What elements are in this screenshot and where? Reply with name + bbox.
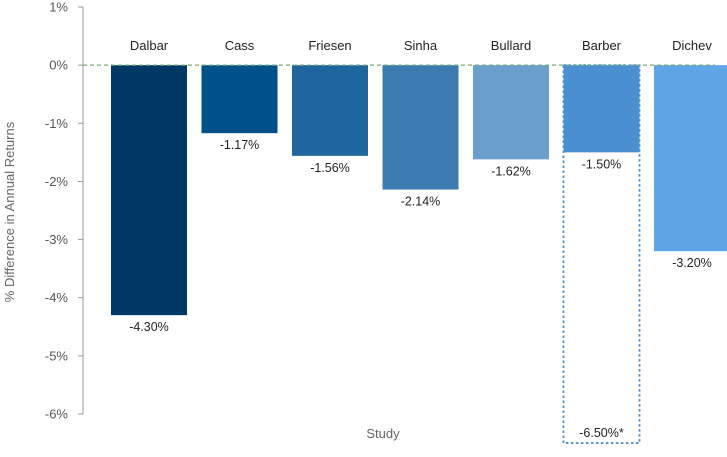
bar-sinha: [382, 65, 459, 190]
category-label: Dichev: [672, 38, 712, 53]
data-label: -4.30%: [129, 320, 169, 334]
data-label: -3.20%: [672, 256, 712, 270]
y-axis: 1% 0% -1% -2% -3% -4% -5% -6%: [45, 0, 84, 422]
y-tick-label: -6%: [45, 407, 69, 422]
category-label: Barber: [582, 38, 622, 53]
data-label: -2.14%: [401, 195, 441, 209]
x-axis-title: Study: [366, 426, 400, 441]
y-tick-label: -1%: [45, 116, 69, 131]
data-label-alternate: -6.50%*: [579, 426, 624, 440]
bar-friesen: [292, 65, 368, 156]
category-label: Cass: [225, 38, 255, 53]
bar-alternate-barber: [562, 64, 641, 444]
data-label: -1.62%: [491, 164, 531, 178]
bar-barber: [563, 65, 640, 153]
y-tick-label: 0%: [49, 58, 68, 73]
y-tick-label: -5%: [45, 348, 69, 363]
category-label: Dalbar: [130, 38, 169, 53]
y-tick-label: -4%: [45, 290, 69, 305]
category-label: Sinha: [404, 38, 438, 53]
labels-group: Dalbar -4.30% Cass -1.17% Friesen -1.56% Sinha…: [129, 38, 712, 440]
category-label: Bullard: [491, 38, 531, 53]
bar-dalbar: [111, 65, 187, 316]
bar-bullard: [473, 65, 549, 160]
y-tick-label: 1%: [49, 0, 68, 15]
data-label: -1.17%: [220, 138, 260, 152]
data-label: -1.56%: [310, 161, 350, 175]
data-label: -1.50%: [582, 157, 622, 171]
bar-cass: [201, 65, 278, 134]
category-label: Friesen: [308, 38, 351, 53]
bar-dichev: [654, 65, 727, 252]
y-tick-label: -2%: [45, 174, 69, 189]
bars-group: [111, 64, 727, 444]
y-axis-title: % Difference in Annual Returns: [2, 121, 17, 302]
y-tick-label: -3%: [45, 232, 69, 247]
